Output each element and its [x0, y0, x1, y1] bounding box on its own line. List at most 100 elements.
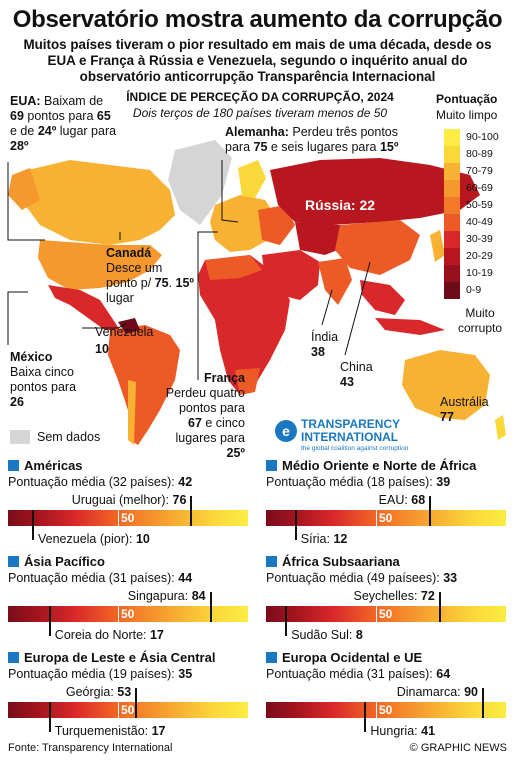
legend-bottom-label: Muito corrupto	[458, 306, 502, 336]
best-label: Geórgia:	[65, 685, 118, 699]
france-pointer	[197, 231, 218, 380]
best-score: 76	[172, 493, 187, 507]
worst-label: Sudão Sul:	[291, 628, 356, 642]
bar-midpoint-label: 50	[121, 607, 135, 621]
legend-bin-label: 60-69	[466, 182, 493, 194]
best-label: Dinamarca:	[396, 685, 465, 699]
region-average: Pontuação média (19 países): 35	[8, 667, 192, 681]
legend-swatch	[444, 180, 460, 197]
australia-label: Austrália	[440, 395, 489, 409]
south-america-shape	[108, 325, 180, 445]
usa-note-v1: 69	[10, 109, 24, 123]
china-score: 43	[340, 375, 354, 389]
eastern-europe-shape	[258, 205, 295, 245]
region-title: Europa de Leste e Ásia Central	[8, 650, 215, 665]
best-score: 84	[191, 589, 206, 603]
best-label: Uruguai (melhor):	[71, 493, 173, 507]
best-score: 90	[464, 685, 478, 699]
indonesia-shape	[375, 318, 445, 335]
region-average-label: Pontuação média (18 países):	[266, 475, 437, 489]
south-africa-shape	[235, 368, 260, 395]
source-note: Fonte: Transparency International	[8, 742, 173, 754]
usa-note-v3: 24º	[37, 124, 57, 138]
usa-note-t2: pontos para	[23, 109, 97, 123]
canada-note-head: Canadá	[106, 246, 152, 260]
legend-swatch	[444, 146, 460, 163]
best-marker	[135, 688, 138, 718]
page-title: Observatório mostra aumento da corrupção	[12, 6, 503, 33]
no-data-swatch	[10, 430, 30, 444]
ti-logo-line2: INTERNATIONAL	[301, 430, 399, 444]
mexico-pointer	[7, 291, 28, 345]
region-average-value: 33	[443, 571, 458, 585]
region-average-value: 42	[178, 475, 193, 489]
world-map	[0, 88, 515, 453]
region-square-icon	[8, 556, 19, 567]
region-name: Américas	[24, 458, 83, 473]
north-africa-shape	[205, 255, 262, 280]
best-score: 53	[117, 685, 132, 699]
usa-note-v4: 28º	[10, 139, 29, 153]
best-marker	[209, 592, 212, 622]
worst-score: 8	[355, 628, 363, 642]
africa-shape	[198, 255, 290, 395]
region-average-label: Pontuação média (19 países):	[8, 667, 179, 681]
legend-bin-label: 0-9	[466, 284, 482, 296]
usa-note-head: EUA:	[10, 94, 41, 108]
venezuela-label: Venezuela	[95, 325, 154, 339]
worst-marker	[48, 702, 51, 732]
region-square-icon	[266, 556, 277, 567]
legend-bin-label: 70-79	[466, 165, 493, 177]
best-value: Singapura: 84	[128, 589, 206, 603]
germany-note-head: Alemanha:	[225, 125, 289, 139]
region-square-icon	[8, 652, 19, 663]
australia-score: 77	[440, 410, 454, 424]
europe-shape	[210, 195, 275, 252]
legend-swatch	[444, 129, 460, 146]
worst-value: Sudão Sul: 8	[291, 628, 363, 642]
new-zealand-shape	[495, 415, 506, 440]
russia-shape	[270, 158, 480, 225]
region-name: Europa de Leste e Ásia Central	[24, 650, 216, 665]
region-average-value: 64	[436, 667, 451, 681]
germany-note-t2: e seis lugares para	[267, 140, 380, 154]
region-name: Médio Oriente e Norte de África	[282, 458, 477, 473]
region-title: Américas	[8, 458, 83, 473]
worst-value: Venezuela (pior): 10	[38, 532, 150, 546]
india-score: 38	[311, 345, 325, 359]
france-note-head: França	[204, 371, 245, 385]
germany-pointer	[221, 160, 239, 223]
greenland-shape	[168, 140, 232, 225]
region-square-icon	[8, 460, 19, 471]
france-note-v1: 67	[188, 416, 202, 430]
worst-value: Coreia do Norte: 17	[55, 628, 164, 642]
legend-top-label: Muito limpo	[436, 108, 498, 122]
bar-midpoint-line	[376, 702, 377, 718]
germany-note-v2: 15º	[379, 140, 399, 154]
region-title: Ásia Pacífico	[8, 554, 105, 569]
map-heading: ÍNDICE DE PERCEÇÃO DA CORRUPÇÃO, 2024	[126, 90, 394, 104]
no-data-label: Sem dados	[37, 430, 101, 444]
usa-note-v2: 65	[96, 109, 111, 123]
canada-note-v2: 15º	[175, 276, 194, 290]
legend-bin-label: 80-89	[466, 148, 493, 160]
mexico-shape	[48, 285, 120, 330]
bar-midpoint-line	[376, 606, 377, 622]
worst-label: Hungria:	[370, 724, 422, 738]
canada-note-v1: 75	[154, 276, 169, 290]
region-title: África Subsaariana	[266, 554, 400, 569]
worst-marker	[285, 606, 288, 636]
venezuela-shape	[118, 318, 140, 334]
legend-scale	[444, 129, 460, 299]
legend-title: Pontuação	[436, 92, 498, 106]
australia-shape	[402, 350, 490, 420]
score-bar	[266, 510, 506, 526]
worst-score: 10	[135, 532, 150, 546]
legend-bin-label: 20-29	[466, 250, 493, 262]
legend-bottom-label-2: corrupto	[458, 321, 503, 335]
legend-bottom-label-1: Muito	[465, 306, 495, 320]
china-pointer	[344, 261, 371, 356]
best-marker	[438, 592, 441, 622]
worst-score: 17	[151, 724, 166, 738]
best-label: Seychelles:	[353, 589, 421, 603]
